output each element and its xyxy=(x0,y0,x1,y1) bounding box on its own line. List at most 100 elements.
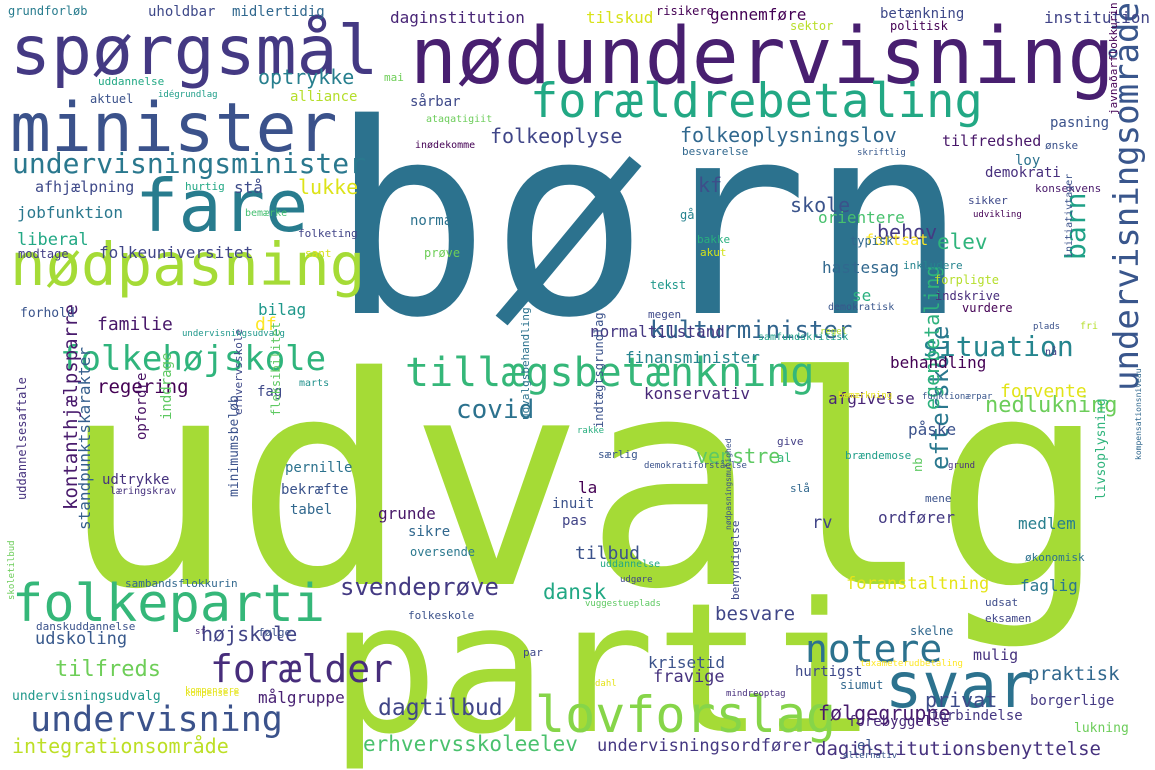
cloud-word: betænkning xyxy=(880,6,965,22)
cloud-word: funktionærpar xyxy=(922,392,993,402)
cloud-word: alliance xyxy=(290,89,358,105)
cloud-word: brændemose xyxy=(845,449,912,462)
cloud-word: tilfredshed xyxy=(942,132,1042,150)
cloud-word: indtægtsgrundlag xyxy=(592,312,606,428)
cloud-word: børn xyxy=(330,68,969,376)
cloud-word: normaltilstand xyxy=(590,322,725,341)
cloud-word: behov xyxy=(877,220,938,244)
cloud-word: foranstaltning xyxy=(846,574,990,594)
cloud-word: daginstitution xyxy=(390,8,525,27)
cloud-word: bilag xyxy=(258,300,307,319)
cloud-word: ataqatigiit xyxy=(426,114,493,125)
cloud-word: praktisk xyxy=(1028,663,1120,685)
cloud-word: fare xyxy=(135,164,309,248)
cloud-word: prøve xyxy=(424,246,461,260)
cloud-word: højskole xyxy=(201,622,298,646)
cloud-word: behandling xyxy=(890,353,987,372)
cloud-word: fortsat xyxy=(865,231,929,249)
cloud-word: regel xyxy=(820,327,848,337)
cloud-word: liberal xyxy=(17,230,89,250)
cloud-word: følgegruppe xyxy=(818,701,951,725)
cloud-word: venstre xyxy=(696,444,781,468)
cloud-word: df xyxy=(255,314,277,335)
cloud-word: tilfreds xyxy=(55,657,161,682)
cloud-word: tilskud xyxy=(586,8,654,27)
cloud-word: borgerlige xyxy=(1030,693,1115,709)
cloud-word: sambandsflokkurin xyxy=(125,577,238,590)
cloud-word: dansk xyxy=(543,580,607,604)
cloud-word: udsat xyxy=(985,596,1019,609)
cloud-word: notere xyxy=(805,627,943,671)
cloud-word: hurtigst xyxy=(795,664,863,680)
cloud-word: integrationsområde xyxy=(12,734,229,758)
cloud-word: besvarelse xyxy=(682,145,749,158)
cloud-word: svendeprøve xyxy=(340,573,499,601)
cloud-word: demokrati xyxy=(985,165,1061,181)
cloud-word: udvalg xyxy=(60,316,1108,653)
cloud-word: skelne xyxy=(910,624,954,638)
cloud-word: mindreoptag xyxy=(726,689,786,699)
cloud-word: kf xyxy=(698,173,723,197)
cloud-word: sf xyxy=(195,627,206,637)
cloud-word: nå xyxy=(1045,347,1058,358)
cloud-word: tilbud xyxy=(575,543,641,564)
cloud-word: lovforslag xyxy=(535,686,837,744)
cloud-word: udtrykke xyxy=(102,472,170,488)
cloud-word: faglig xyxy=(1020,576,1078,595)
cloud-word: forhold xyxy=(20,306,75,321)
cloud-word: danskuddannelse xyxy=(36,620,136,633)
cloud-word: vuggestueplads xyxy=(585,599,661,609)
cloud-word: jobfunktion xyxy=(17,203,123,222)
cloud-word: særlig xyxy=(598,448,638,461)
cloud-word: typisk xyxy=(850,234,894,248)
cloud-word: institution xyxy=(1044,8,1150,27)
cloud-word: rv xyxy=(812,513,833,533)
cloud-word: målgruppe xyxy=(258,688,345,707)
cloud-word: javnaðarflokkurin xyxy=(1107,2,1120,115)
cloud-word: egenbetaling xyxy=(920,265,944,411)
cloud-word: gå xyxy=(680,208,695,222)
cloud-word: stå xyxy=(234,178,263,197)
cloud-word: tekst xyxy=(650,278,687,292)
cloud-word: undervisning xyxy=(30,700,283,740)
cloud-word: sikre xyxy=(408,524,451,540)
cloud-word: udskoling xyxy=(35,629,128,649)
cloud-word: bemærke xyxy=(245,208,288,219)
cloud-word: lukning xyxy=(1074,721,1129,736)
cloud-word: siumut xyxy=(840,678,884,692)
cloud-word: alternativ xyxy=(843,751,898,761)
cloud-word: spørgsmål xyxy=(10,12,379,91)
cloud-word: inddrage xyxy=(159,352,175,420)
cloud-word: initiativtager xyxy=(1064,173,1075,258)
cloud-word: midlertidig xyxy=(232,4,325,20)
cloud-word: ønske xyxy=(1045,139,1079,152)
cloud-word: besvare xyxy=(715,603,796,625)
cloud-word: udvalgsbehandling xyxy=(519,307,532,420)
cloud-word: forpligte xyxy=(934,273,1000,287)
cloud-word: pas xyxy=(562,513,588,529)
cloud-word: uholdbar xyxy=(148,4,216,20)
cloud-word: udvikling xyxy=(973,210,1022,220)
cloud-word: loy xyxy=(1015,153,1041,169)
cloud-word: orientere xyxy=(818,208,905,227)
cloud-word: par xyxy=(523,646,543,659)
cloud-word: skriftlig xyxy=(857,148,906,158)
cloud-word: sikker xyxy=(968,194,1008,207)
cloud-word: idégrundlag xyxy=(158,90,218,100)
cloud-word: give xyxy=(777,435,804,448)
cloud-word: konservativ xyxy=(644,384,750,403)
cloud-word: forvente xyxy=(1000,381,1087,402)
cloud-word: kompensationsniveau xyxy=(1134,368,1143,460)
cloud-word: gennemføre xyxy=(710,5,807,24)
cloud-word: uddannelse xyxy=(600,559,661,570)
cloud-word: el xyxy=(857,738,874,754)
cloud-word: pernille xyxy=(285,460,353,476)
cloud-word: politisk xyxy=(890,19,948,33)
cloud-word: pasning xyxy=(1050,115,1110,131)
cloud-word: opfordre xyxy=(134,372,150,440)
cloud-word: kulturminister xyxy=(650,316,853,344)
cloud-word: indskrive xyxy=(935,289,1001,303)
cloud-word: hastesag xyxy=(822,258,900,277)
cloud-word: plads xyxy=(1033,322,1061,332)
